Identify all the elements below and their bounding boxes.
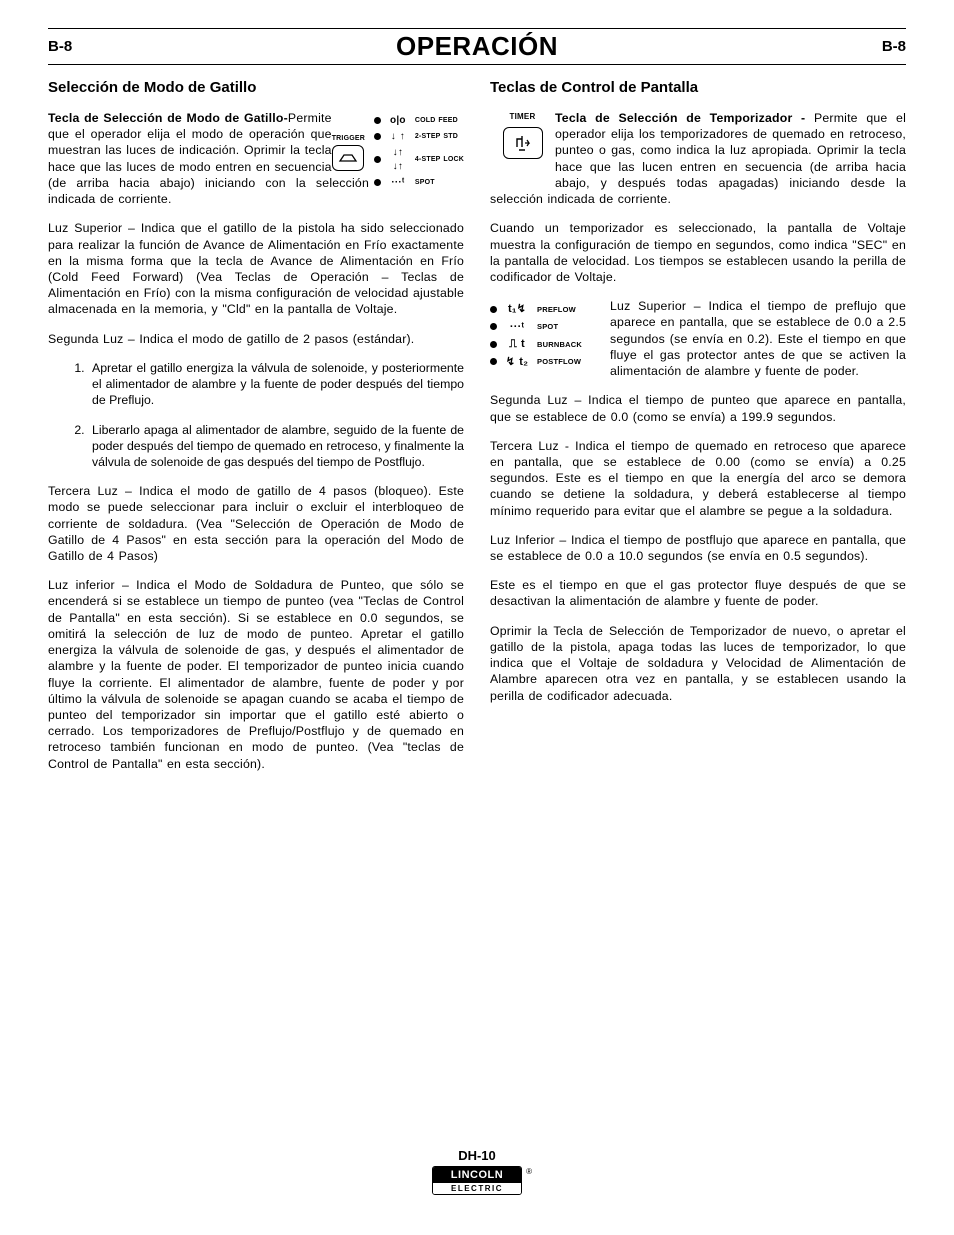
timer-mode-label: POSTFLOW <box>537 357 581 367</box>
mode-label: COLD FEED <box>415 116 458 125</box>
page-number-left: B-8 <box>48 38 72 55</box>
left-steps-list: Apretar el gatillo energiza la válvula d… <box>48 360 464 470</box>
four-step-icon: ↓↑ ↓↑ <box>387 146 409 172</box>
trigger-mode-list: o|o COLD FEED ↓ ↑ 2-STEP STD ↓↑ ↓↑ 4-STE… <box>374 110 464 189</box>
mode-4step: ↓↑ ↓↑ 4-STEP LOCK <box>374 146 464 172</box>
trigger-button-icon <box>332 145 364 171</box>
timer-mode-label: PREFLOW <box>537 305 576 315</box>
list-item: Liberarlo apaga al alimentador de alambr… <box>88 422 464 471</box>
right-oprimir: Oprimir la Tecla de Selección de Tempori… <box>490 623 906 704</box>
left-heading: Selección de Modo de Gatillo <box>48 79 464 96</box>
timer-mode-label: SPOT <box>537 322 558 332</box>
led-dot-icon <box>490 306 497 313</box>
right-luz-superior-wrap: t₁↯ PREFLOW ···ᵗ SPOT ⎍ t BURNBACK <box>490 298 906 379</box>
right-intro-lead: Tecla de Selección de Temporizador - <box>555 111 805 125</box>
model-number: DH-10 <box>0 1148 954 1163</box>
right-tercera-luz: Tercera Luz - Indica el tiempo de quemad… <box>490 438 906 519</box>
trigger-button-diagram: TRIGGER <box>332 110 365 171</box>
two-step-icon: ↓ ↑ <box>387 130 409 143</box>
led-dot-icon <box>374 179 381 186</box>
page-footer: DH-10 LINCOLN ELECTRIC ® <box>0 1148 954 1195</box>
timer-mode-label: BURNBACK <box>537 340 582 350</box>
mode-cold-feed: o|o COLD FEED <box>374 114 464 127</box>
right-luz-superior: Luz Superior – Indica el tiempo de prefl… <box>610 299 906 378</box>
timer-button-icon <box>503 127 543 159</box>
cold-feed-icon: o|o <box>387 114 409 127</box>
mode-label: 2-STEP STD <box>415 132 458 141</box>
mode-label: SPOT <box>415 178 435 187</box>
led-dot-icon <box>490 323 497 330</box>
led-dot-icon <box>374 117 381 124</box>
left-tercera-luz: Tercera Luz – Indica el modo de gatillo … <box>48 483 464 564</box>
mode-2step: ↓ ↑ 2-STEP STD <box>374 130 464 143</box>
left-column: Selección de Modo de Gatillo o|o COLD FE… <box>48 79 464 785</box>
lincoln-electric-logo: LINCOLN ELECTRIC <box>432 1166 522 1195</box>
left-luz-superior: Luz Superior – Indica que el gatillo de … <box>48 220 464 317</box>
led-dot-icon <box>374 133 381 140</box>
right-luz-inferior: Luz Inferior – Indica el tiempo de postf… <box>490 532 906 564</box>
right-intro-para: TIMER Tecla de Selección de Temporizador… <box>490 110 906 207</box>
timer-burnback: ⎍ t BURNBACK <box>490 337 610 352</box>
mode-spot: ···ᵗ SPOT <box>374 176 464 189</box>
spot-icon: ···ᵗ <box>387 176 409 189</box>
timer-preflow: t₁↯ PREFLOW <box>490 302 610 317</box>
led-dot-icon <box>374 156 381 163</box>
spot-icon: ···ᵗ <box>503 320 531 335</box>
burnback-icon: ⎍ t <box>503 337 531 352</box>
right-column: Teclas de Control de Pantalla TIMER Tecl… <box>490 79 906 785</box>
right-cuando: Cuando un temporizador es seleccionado, … <box>490 220 906 285</box>
led-dot-icon <box>490 358 497 365</box>
left-intro-lead: Tecla de Selección de Modo de Gatillo- <box>48 111 288 125</box>
logo-brand-bottom: ELECTRIC <box>433 1183 521 1194</box>
logo-brand-top: LINCOLN <box>433 1167 521 1183</box>
left-segunda-luz: Segunda Luz – Indica el modo de gatillo … <box>48 331 464 347</box>
led-dot-icon <box>490 341 497 348</box>
timer-label: TIMER <box>510 112 536 123</box>
page-header: B-8 OPERACIÓN B-8 <box>48 28 906 65</box>
list-item: Apretar el gatillo energiza la válvula d… <box>88 360 464 409</box>
timer-spot: ···ᵗ SPOT <box>490 320 610 335</box>
postflow-icon: ↯ t₂ <box>503 355 531 370</box>
left-luz-inferior: Luz inferior – Indica el Modo de Soldadu… <box>48 577 464 772</box>
preflow-icon: t₁↯ <box>503 302 531 317</box>
mode-label: 4-STEP LOCK <box>415 155 464 164</box>
page-number-right: B-8 <box>882 38 906 55</box>
left-intro-para: o|o COLD FEED ↓ ↑ 2-STEP STD ↓↑ ↓↑ 4-STE… <box>48 110 464 207</box>
timer-postflow: ↯ t₂ POSTFLOW <box>490 355 610 370</box>
right-segunda-luz: Segunda Luz – Indica el tiempo de punteo… <box>490 392 906 424</box>
page-title: OPERACIÓN <box>396 31 558 62</box>
right-este: Este es el tiempo en que el gas protecto… <box>490 577 906 609</box>
registered-mark-icon: ® <box>526 1167 532 1176</box>
right-heading: Teclas de Control de Pantalla <box>490 79 906 96</box>
timer-button-diagram: TIMER <box>490 110 555 159</box>
trigger-label: TRIGGER <box>332 134 365 143</box>
left-intro-after: hace que las luces de modo entren en sec… <box>48 160 369 206</box>
timer-mode-list: t₁↯ PREFLOW ···ᵗ SPOT ⎍ t BURNBACK <box>490 298 610 369</box>
trigger-mode-diagram: o|o COLD FEED ↓ ↑ 2-STEP STD ↓↑ ↓↑ 4-STE… <box>374 110 464 189</box>
content-columns: Selección de Modo de Gatillo o|o COLD FE… <box>48 79 906 785</box>
